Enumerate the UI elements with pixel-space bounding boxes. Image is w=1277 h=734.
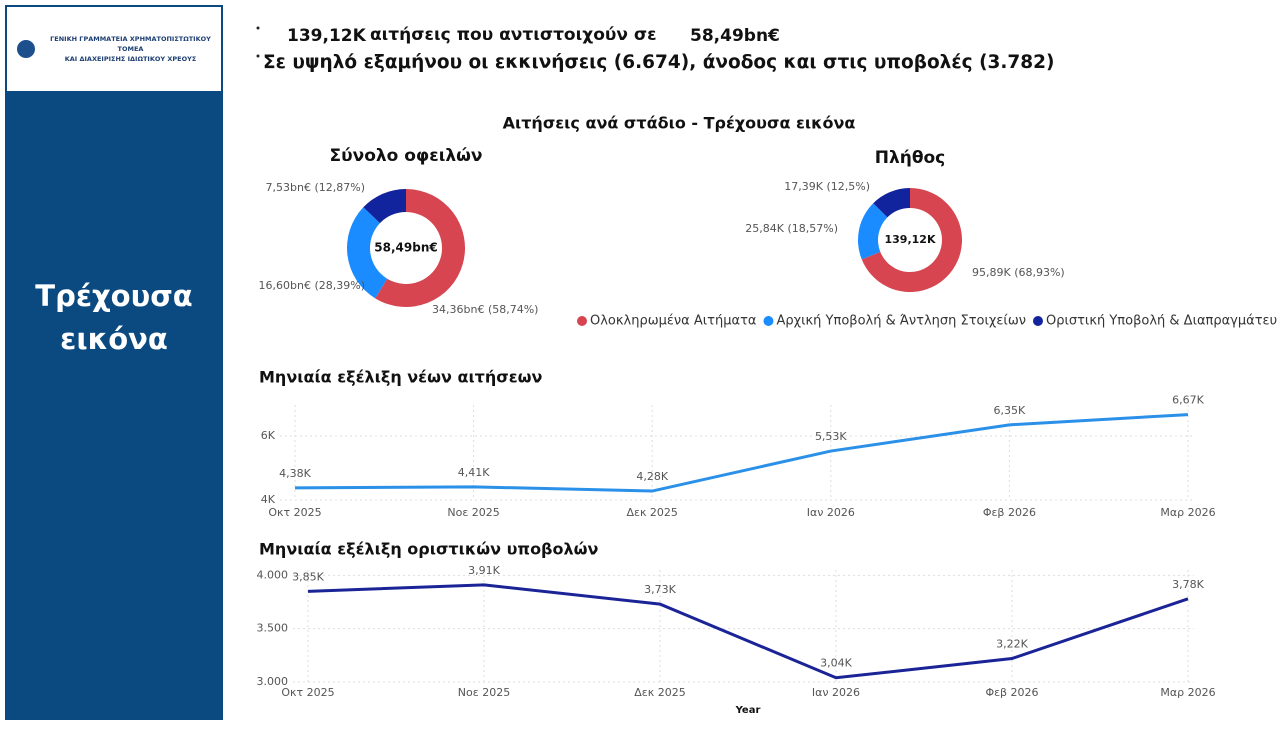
donut-slice [363,189,406,224]
data-label: 3,04K [820,657,852,670]
y-tick-label: 6K [261,429,276,442]
center-label: 58,49bn€ [374,241,437,255]
legend-label: Ολοκληρωμένα Αιτήματα [590,314,756,329]
x-tick-label: Ιαν 2026 [812,686,860,699]
data-label: 17,39K (12,5%) [784,180,870,193]
data-label: 16,60bn€ (28,39%) [259,279,365,292]
y-tick-label: 3.500 [257,622,289,635]
x-tick-label: Ιαν 2026 [807,506,855,519]
header-count: 139,12K [287,26,367,46]
section-title: Αιτήσεις ανά στάδιο - Τρέχουσα εικόνα [503,114,856,133]
legend-marker [763,316,774,326]
line [307,583,1189,680]
data-label: 25,84K (18,57%) [745,222,838,235]
data-label: 3,78K [1172,578,1204,591]
x-axis-title: Year [735,705,761,716]
legend-marker [1032,316,1043,326]
data-label: 4,41K [458,466,490,479]
y-tick-label: 3.000 [257,675,289,688]
x-tick-label: Οκτ 2025 [281,686,334,699]
x-tick-label: Νοε 2025 [458,686,510,699]
x-tick-label: Δεκ 2025 [626,506,677,519]
chart-title: Πλήθος [875,148,946,168]
line [294,413,1189,493]
legend-label: Οριστική Υποβολή & Διαπραγμάτευση [1046,314,1277,329]
x-tick-label: Δεκ 2025 [634,686,685,699]
data-label: 95,89K (68,93%) [972,266,1065,279]
data-label: 5,53K [815,430,847,443]
data-label: 3,73K [644,583,676,596]
y-tick-label: 4K [261,493,276,506]
logo-line: ΓΕΝΙΚΗ ΓΡΑΜΜΑΤΕΙΑ ΧΡΗΜΑΤΟΠΙΣΤΩΤΙΚΟΥ ΤΟΜΕ… [50,35,211,53]
chart-title: Σύνολο οφειλών [330,146,483,166]
x-tick-label: Μαρ 2026 [1160,506,1215,519]
data-label: 3,85K [292,570,324,583]
donut-slice [861,188,963,292]
chart-title: Μηνιαία εξέλιξη νέων αιτήσεων [259,368,543,387]
donut-slice [858,203,888,260]
logo: ΓΕΝΙΚΗ ΓΡΑΜΜΑΤΕΙΑ ΧΡΗΜΑΤΟΠΙΣΤΩΤΙΚΟΥ ΤΟΜΕ… [7,7,221,91]
sidebar: ΓΕΝΙΚΗ ΓΡΑΜΜΑΤΕΙΑ ΧΡΗΜΑΤΟΠΙΣΤΩΤΙΚΟΥ ΤΟΜΕ… [5,5,223,720]
logo-icon [17,40,35,58]
logo-line: ΚΑΙ ΔΙΑΧΕΙΡΙΣΗΣ ΙΔΙΩΤΙΚΟΥ ΧΡΕΟΥΣ [64,55,197,63]
data-label: 7,53bn€ (12,87%) [266,181,365,194]
bullet [256,54,260,58]
x-tick-label: Φεβ 2026 [983,506,1036,519]
logo-text: ΓΕΝΙΚΗ ΓΡΑΜΜΑΤΕΙΑ ΧΡΗΜΑΤΟΠΙΣΤΩΤΙΚΟΥ ΤΟΜΕ… [40,34,221,64]
legend-label: Αρχική Υποβολή & Άντληση Στοιχείων [776,314,1026,329]
header-text: αιτήσεις που αντιστοιχούν σε [370,25,657,45]
chart-title: Μηνιαία εξέλιξη οριστικών υποβολών [259,540,599,559]
center-label: 139,12K [885,233,936,246]
x-tick-label: Οκτ 2025 [268,506,321,519]
data-label: 6,67K [1172,394,1204,407]
header-amount: 58,49bn€ [690,26,780,46]
data-label: 4,38K [279,467,311,480]
data-label: 4,28K [636,470,668,483]
y-tick-label: 4.000 [257,568,289,581]
data-label: 6,35K [994,404,1026,417]
x-tick-label: Φεβ 2026 [985,686,1038,699]
donut-slice [347,207,388,299]
headline: Σε υψηλό εξαμήνου οι εκκινήσεις (6.674),… [263,52,1055,73]
sidebar-title: Τρέχουσα εικόνα [35,279,193,356]
donut-slice [873,188,910,218]
donut-slice [375,189,466,308]
legend-marker [577,316,587,326]
x-tick-label: Νοε 2025 [447,506,499,519]
data-label: 3,22K [996,638,1028,651]
x-tick-label: Μαρ 2026 [1160,686,1215,699]
bullet [256,26,260,30]
data-label: 34,36bn€ (58,74%) [432,303,538,316]
data-label: 3,91K [468,564,500,577]
